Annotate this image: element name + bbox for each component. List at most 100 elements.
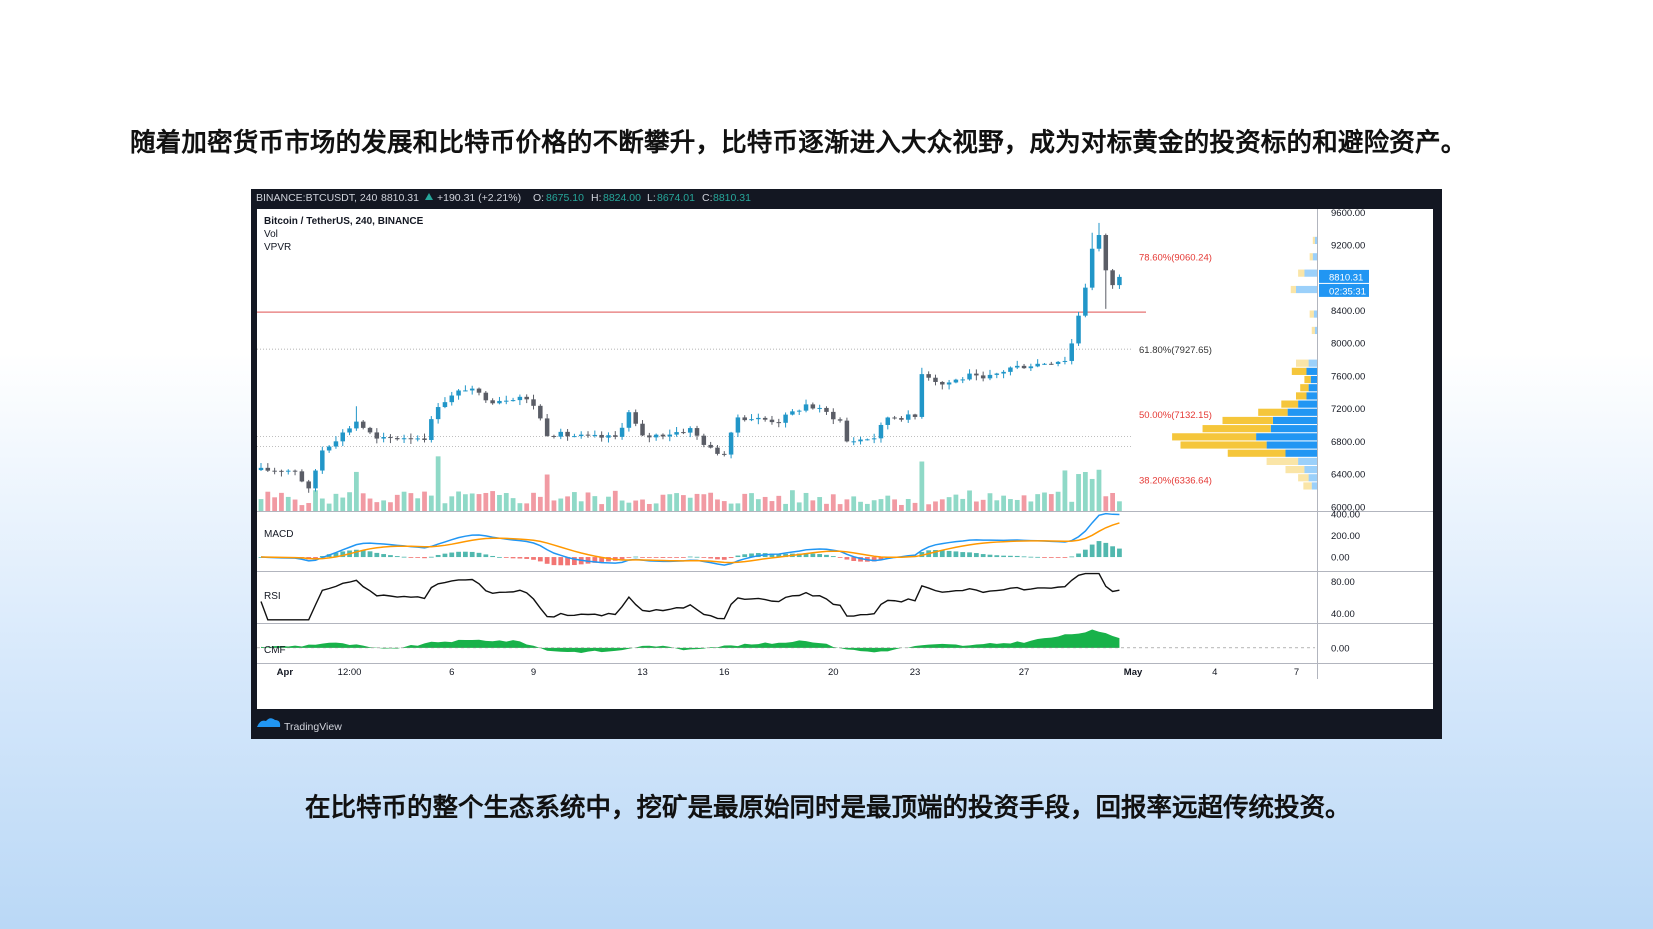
- candle-body: [360, 421, 366, 428]
- volume-bar: [265, 491, 271, 511]
- volume-bar: [776, 495, 782, 511]
- candle-body: [728, 432, 734, 455]
- candle-body: [647, 435, 652, 438]
- volume-bar: [544, 474, 550, 511]
- volume-bar: [1014, 499, 1020, 511]
- vpvr-up-bar: [1172, 433, 1257, 441]
- vpvr-down-bar: [1287, 408, 1317, 416]
- macd-histogram-bar: [769, 553, 775, 558]
- volume-bar: [987, 493, 993, 511]
- price-axis[interactable]: 9600.009200.008800.008400.008000.007600.…: [1319, 208, 1369, 655]
- vpvr-down-bar: [1298, 457, 1317, 465]
- candle-body: [701, 435, 707, 445]
- volume-bar: [319, 498, 325, 511]
- macd-histogram-bar: [1021, 556, 1027, 558]
- time-tick-label: 9: [531, 667, 536, 678]
- chart-canvas[interactable]: BINANCE:BTCUSDT, 240 8810.31 +190.31 (+2…: [251, 189, 1442, 739]
- volume-bar: [292, 499, 298, 511]
- candle-body: [504, 400, 509, 402]
- macd-histogram-bar: [388, 555, 393, 558]
- candle-body: [769, 419, 775, 423]
- macd-histogram-bar: [633, 556, 639, 558]
- volume-bar: [885, 495, 891, 511]
- volume-bar: [490, 491, 496, 511]
- volume-bar: [701, 494, 707, 511]
- volume-bar: [408, 493, 414, 511]
- macd-histogram-bar: [572, 557, 577, 566]
- volume-bar: [926, 504, 932, 511]
- header-l-label: L:: [647, 192, 656, 204]
- volume-bar: [326, 503, 332, 511]
- volume-bar: [469, 493, 475, 511]
- fib-label: 38.20%(6336.64): [1139, 475, 1212, 486]
- macd-histogram-bar: [851, 557, 857, 561]
- price-tick-label: 9600.00: [1331, 208, 1365, 219]
- volume-bar: [1035, 494, 1041, 511]
- candle-body: [660, 434, 666, 437]
- candle-body: [1076, 315, 1081, 344]
- price-tick-label: 6800.00: [1331, 437, 1365, 448]
- vpvr-up-bar: [1266, 457, 1299, 465]
- candle-body: [681, 432, 686, 434]
- candle-body: [1014, 365, 1020, 368]
- macd-histogram-bar: [565, 557, 570, 566]
- vpvr-down-bar: [1306, 392, 1317, 400]
- volume-bar: [537, 496, 543, 511]
- macd-histogram-bar: [708, 557, 714, 559]
- volume-bar: [360, 493, 366, 511]
- macd-histogram-bar: [476, 552, 482, 558]
- macd-histogram-bar: [408, 557, 414, 558]
- volume-bar: [299, 505, 305, 511]
- macd-histogram-bar: [960, 552, 966, 558]
- volume-bar: [694, 493, 700, 511]
- volume-bar: [285, 496, 291, 511]
- macd-histogram-bar: [592, 557, 598, 563]
- volume-bar: [517, 503, 523, 511]
- volume-bar: [578, 501, 584, 511]
- macd-histogram-bar: [1048, 557, 1054, 558]
- macd-histogram-bar: [735, 555, 741, 558]
- volume-bar: [667, 494, 673, 511]
- volume-bar: [476, 494, 482, 511]
- vpvr-up-bar: [1312, 236, 1315, 245]
- candle-body: [510, 400, 516, 402]
- volume-bar: [333, 493, 339, 511]
- macd-histogram-bar: [715, 557, 720, 560]
- header-c-value: 8810.31: [713, 192, 751, 204]
- macd-histogram-bar: [667, 557, 673, 558]
- time-tick-label: 6: [449, 667, 454, 678]
- volume-bar: [347, 492, 352, 511]
- candle-body: [865, 439, 870, 441]
- macd-histogram-bar: [694, 556, 700, 558]
- candle-body: [885, 417, 891, 425]
- vpvr-down-bar: [1304, 269, 1317, 277]
- volume-bar: [1055, 491, 1061, 511]
- volume-bar: [626, 502, 632, 511]
- tradingview-cloud-icon: [257, 718, 281, 727]
- time-axis[interactable]: Apr 12:00 6 9 13 16 20 23 27 May 4 7: [277, 667, 1300, 678]
- volume-bar: [905, 498, 911, 511]
- trading-chart[interactable]: BINANCE:BTCUSDT, 240 8810.31 +190.31 (+2…: [251, 189, 1442, 739]
- macd-label: MACD: [264, 529, 293, 540]
- tradingview-brand[interactable]: TradingView: [257, 718, 342, 733]
- macd-histogram-bar: [599, 557, 605, 563]
- macd-histogram-bar: [381, 554, 387, 558]
- candle-body: [674, 432, 679, 435]
- volume-bar: [749, 493, 754, 511]
- volume-bar: [374, 502, 380, 511]
- volume-bar: [599, 504, 605, 511]
- candle-body: [878, 424, 884, 439]
- candle-body: [735, 417, 741, 433]
- indicator-labels: MACD RSI CMF: [264, 529, 293, 656]
- header-symbol: BINANCE:BTCUSDT, 240: [256, 192, 378, 204]
- macd-histogram-bar: [967, 552, 972, 558]
- candle-body: [912, 414, 918, 417]
- volume-bar: [946, 497, 952, 511]
- volume-bar: [449, 496, 455, 511]
- macd-histogram-bar: [803, 553, 809, 558]
- macd-histogram-bar: [837, 557, 843, 558]
- volume-bar: [442, 503, 448, 511]
- candle-body: [762, 417, 768, 420]
- candle-body: [837, 419, 843, 421]
- time-tick-label: 4: [1212, 667, 1217, 678]
